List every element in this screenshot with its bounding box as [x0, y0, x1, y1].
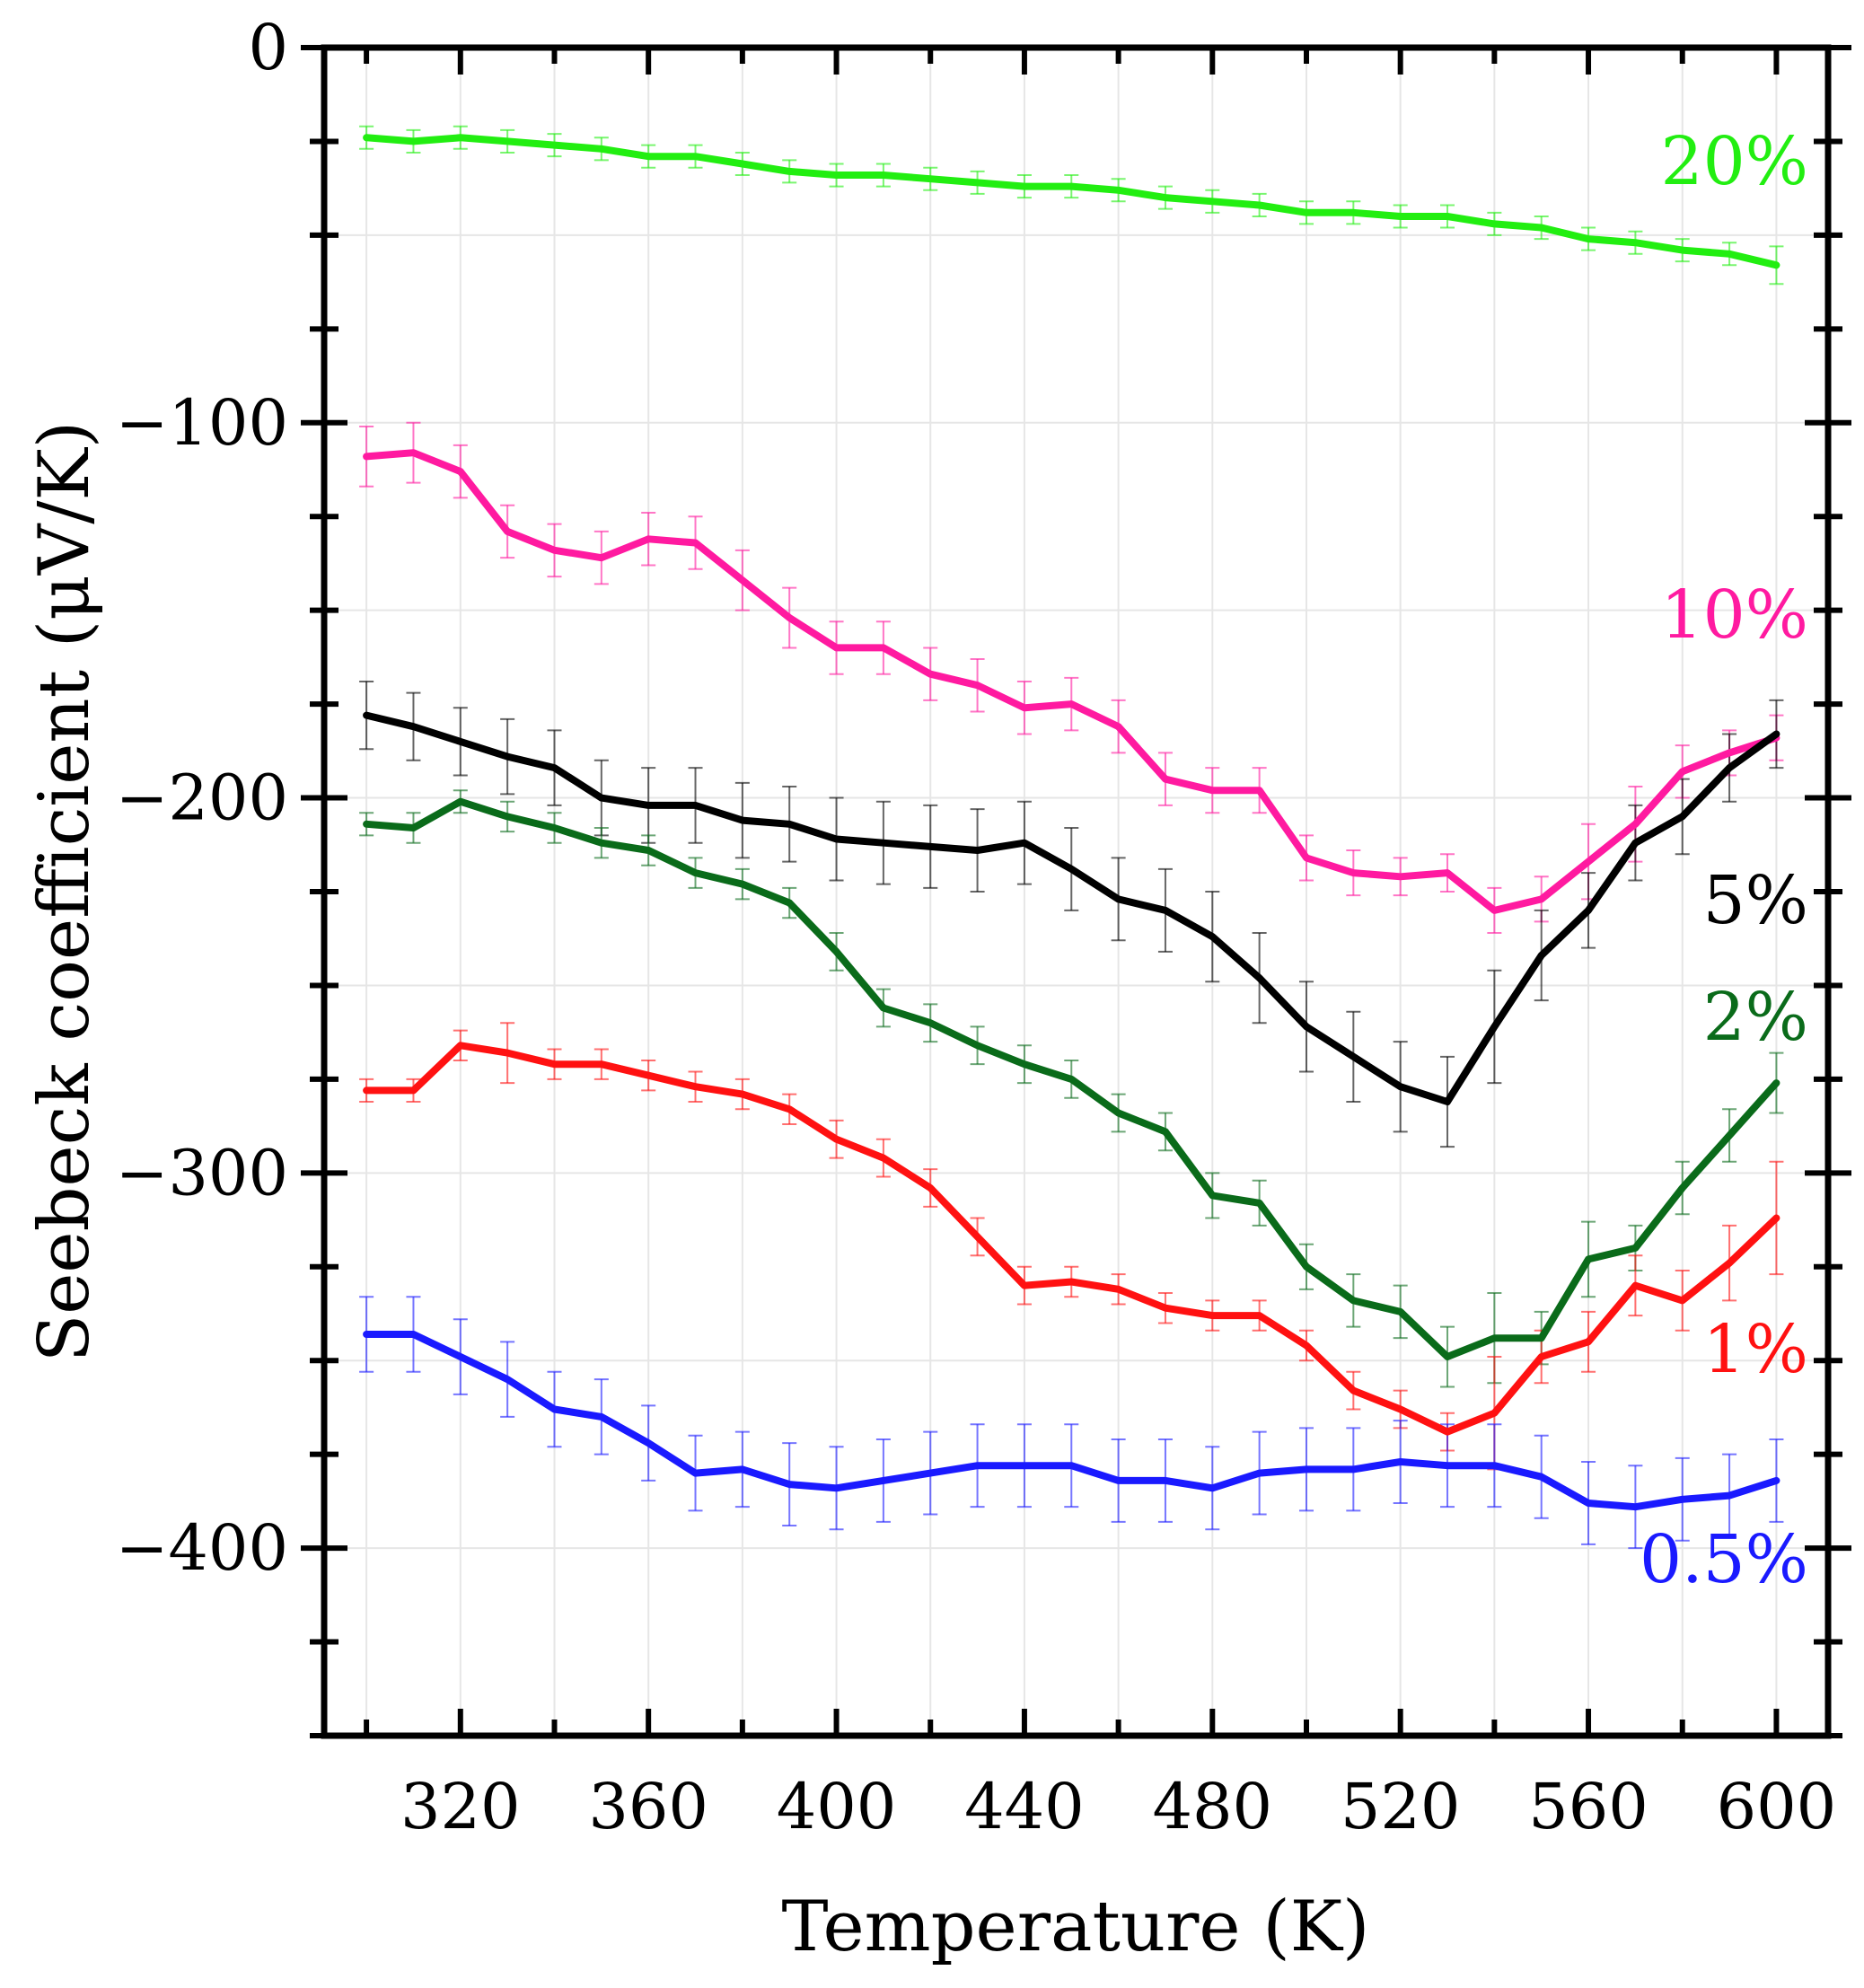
series-label-1%: 1% [1703, 1311, 1808, 1388]
series-line-20% [363, 134, 1780, 269]
y-tick-label: 0 [248, 11, 288, 84]
y-tick-label: −100 [116, 386, 288, 460]
x-tick-label: 400 [777, 1770, 897, 1843]
series-label-10%: 10% [1661, 576, 1808, 654]
x-axis-title: Temperature (K) [782, 1887, 1370, 1967]
series-line-5% [363, 711, 1780, 1105]
tick-layer [301, 45, 1851, 1738]
series-label-0.5%: 0.5% [1640, 1521, 1808, 1598]
x-tick-label: 360 [588, 1770, 708, 1843]
series-line-2% [363, 797, 1780, 1360]
series-label-5%: 5% [1703, 862, 1808, 939]
series-line-10% [363, 449, 1780, 914]
series-line-1% [363, 1042, 1780, 1436]
ticklabel-layer: 320 360 400 440 480 520 560 600 0 −100 −200 −300 −40… [116, 11, 1836, 1843]
errorbar-layer [359, 125, 1784, 1550]
x-tick-label: 480 [1152, 1770, 1272, 1843]
y-tick-label: −200 [116, 761, 288, 835]
x-tick-label: 600 [1717, 1770, 1837, 1843]
x-tick-label: 320 [400, 1770, 521, 1843]
series-layer [363, 134, 1780, 1511]
errorbars-0.5% [359, 1296, 1784, 1550]
series-line-0.5% [363, 1331, 1780, 1511]
serieslabel-layer: 20% 10% 5% 2% 1% 0.5% [1640, 123, 1808, 1598]
x-tick-label: 560 [1528, 1770, 1649, 1843]
y-tick-label: −300 [116, 1136, 288, 1210]
y-tick-label: −400 [116, 1511, 288, 1585]
series-label-2%: 2% [1703, 979, 1808, 1056]
x-tick-label: 440 [964, 1770, 1085, 1843]
x-tick-label: 520 [1341, 1770, 1461, 1843]
series-label-20%: 20% [1661, 123, 1808, 200]
errorbars-1% [359, 1022, 1784, 1471]
y-axis-title: Seebeck coefficient (μV/K) [24, 421, 105, 1362]
